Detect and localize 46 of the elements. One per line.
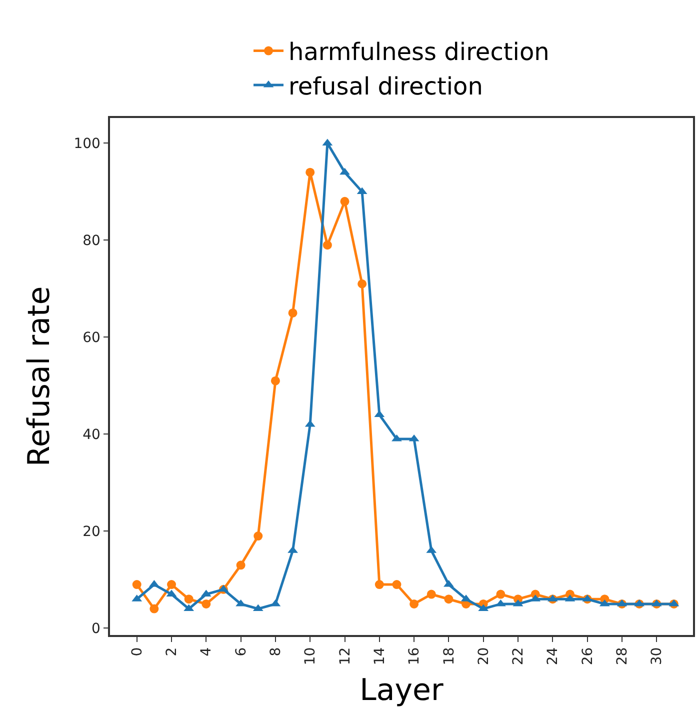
- y-tick-label: 0: [92, 621, 100, 638]
- point: [444, 594, 454, 604]
- x-tick-label: 10: [302, 647, 319, 666]
- x-tick-label: 26: [580, 647, 596, 666]
- point: [184, 594, 194, 604]
- x-tick-label: 6: [233, 647, 250, 656]
- x-tick-label: 28: [614, 647, 631, 666]
- x-tick-label: 16: [406, 647, 423, 666]
- point: [132, 580, 142, 590]
- point: [270, 376, 280, 386]
- y-tick-label: 20: [82, 524, 100, 540]
- point: [496, 590, 506, 599]
- legend-label: harmfulness direction: [288, 38, 550, 66]
- x-tick-label: 12: [337, 647, 354, 666]
- x-tick-label: 18: [441, 647, 458, 666]
- point: [340, 196, 350, 206]
- x-tick-label: 8: [268, 647, 284, 656]
- point: [202, 599, 211, 608]
- point: [392, 580, 402, 590]
- y-tick-label: 40: [82, 427, 100, 444]
- point: [410, 599, 419, 608]
- y-tick-label: 60: [82, 330, 100, 346]
- point: [254, 532, 263, 541]
- point: [167, 580, 176, 590]
- x-tick-label: 14: [372, 647, 388, 666]
- point: [288, 308, 298, 318]
- x-tick-label: 2: [164, 647, 180, 656]
- x-tick-label: 4: [198, 647, 215, 656]
- y-tick-label: 100: [74, 136, 100, 152]
- point: [236, 560, 246, 570]
- x-tick-label: 24: [545, 647, 562, 666]
- legend-label: refusal direction: [288, 72, 483, 100]
- point: [426, 590, 436, 599]
- point: [340, 168, 350, 175]
- point: [358, 279, 367, 288]
- x-tick-label: 20: [476, 647, 492, 666]
- x-axis-title: Layer: [360, 673, 444, 708]
- x-tick-label: 0: [129, 647, 146, 656]
- y-tick-label: 80: [82, 233, 100, 250]
- point: [374, 580, 384, 590]
- point: [306, 168, 315, 177]
- point: [150, 604, 159, 614]
- point: [322, 240, 332, 250]
- y-axis-title: Refusal rate: [22, 286, 58, 467]
- x-tick-label: 22: [510, 647, 527, 666]
- x-tick-label: 30: [649, 647, 666, 666]
